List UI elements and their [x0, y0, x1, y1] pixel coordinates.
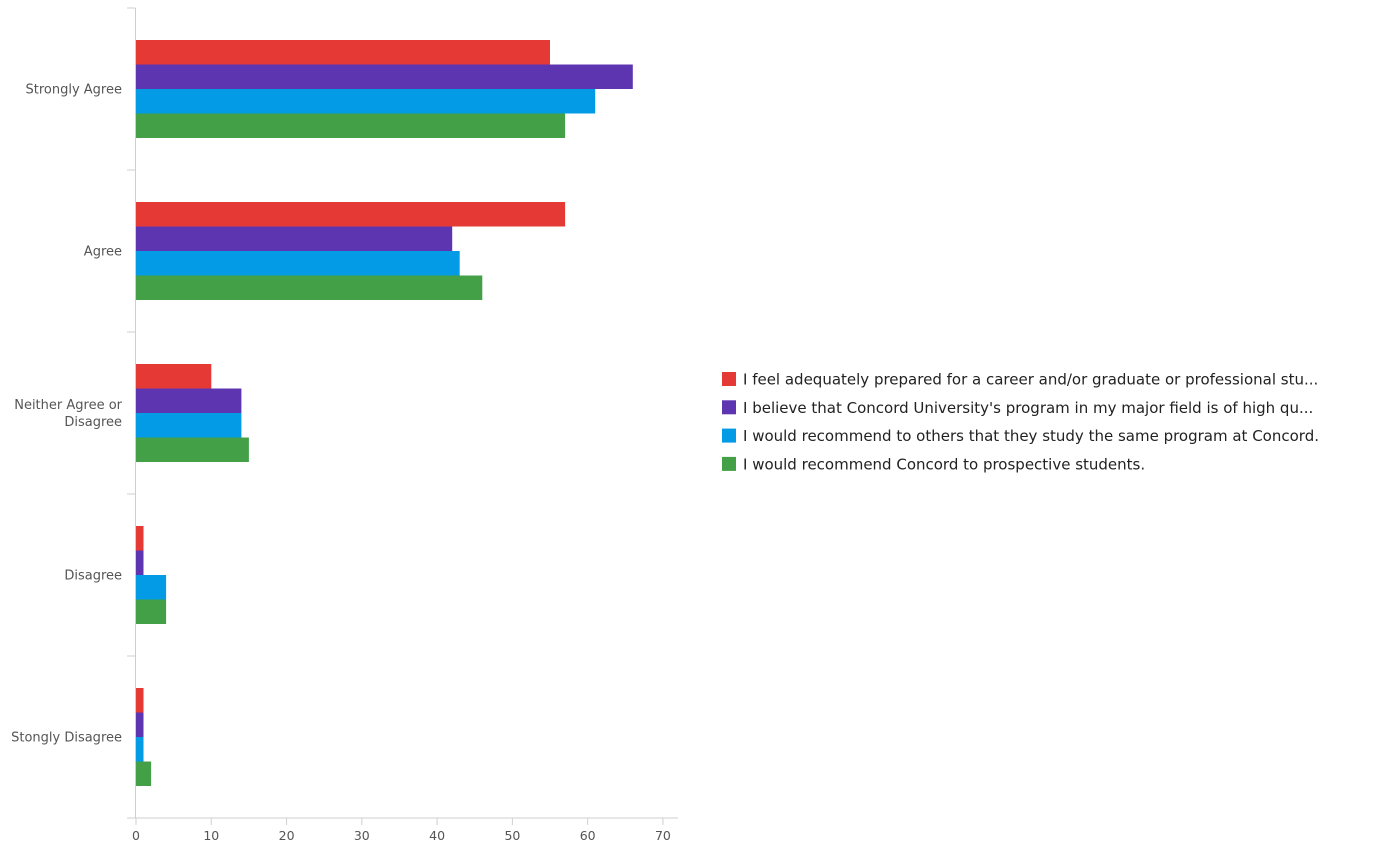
x-tick-label: 50: [504, 828, 520, 843]
bar-s2-c1: [136, 251, 460, 276]
x-tick-label: 60: [580, 828, 596, 843]
bar-s3-c3: [136, 599, 167, 624]
legend: I feel adequately prepared for a career …: [722, 371, 1319, 473]
legend-swatch: [722, 400, 736, 415]
legend-label: I feel adequately prepared for a career …: [743, 371, 1318, 389]
category-label: Agree: [84, 245, 122, 260]
legend-label: I believe that Concord University's prog…: [743, 399, 1313, 417]
plot-area: Strongly Agree Agree Neither Agree or Disag…: [11, 7, 678, 843]
x-tick-label: 70: [655, 828, 671, 843]
category-label: Neither Agree or Disagree: [14, 398, 122, 430]
bar-s1-c1: [136, 226, 453, 251]
bar-s1-c2: [136, 388, 242, 413]
bar-s3-c2: [136, 437, 249, 462]
legend-swatch: [722, 456, 736, 471]
bar-s2-c4: [136, 737, 144, 762]
x-tick-label: 20: [279, 828, 295, 843]
category-label: Stongly Disagree: [11, 731, 122, 746]
x-tick-label: 10: [203, 828, 219, 843]
bar-s2-c0: [136, 89, 596, 114]
legend-swatch: [722, 428, 736, 443]
bar-s0-c3: [136, 526, 144, 551]
bar-s3-c4: [136, 761, 152, 786]
bar-s0-c1: [136, 202, 566, 227]
legend-label: I would recommend Concord to prospective…: [743, 455, 1145, 473]
bar-s0-c4: [136, 688, 144, 713]
bar-s2-c3: [136, 575, 167, 600]
bar-s1-c3: [136, 550, 144, 575]
bar-s2-c2: [136, 413, 242, 438]
x-tick-label: 0: [132, 828, 140, 843]
legend-label: I would recommend to others that they st…: [743, 427, 1319, 445]
bar-s0-c2: [136, 364, 212, 389]
x-tick-label: 30: [354, 828, 370, 843]
bar-s1-c0: [136, 64, 633, 89]
bar-s3-c1: [136, 275, 483, 300]
bar-s0-c0: [136, 40, 550, 65]
bar-s3-c0: [136, 113, 566, 138]
x-tick-label: 40: [429, 828, 445, 843]
legend-swatch: [722, 372, 736, 386]
category-label: Disagree: [64, 569, 122, 584]
category-label: Strongly Agree: [26, 83, 123, 98]
bar-s1-c4: [136, 712, 144, 737]
